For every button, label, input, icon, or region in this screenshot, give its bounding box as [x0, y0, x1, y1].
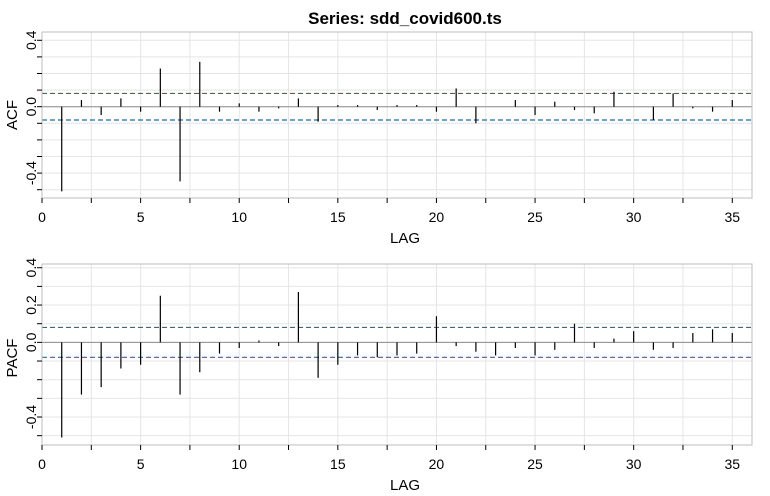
pacf-panel: 0 5 10 15 20 25 30 35 0.4 0.2 0.0 -0.4: [23, 258, 753, 472]
pacf-y-tick-label: -0.4: [23, 405, 39, 429]
acf-x-axis-label: LAG: [390, 230, 420, 247]
chart-title: Series: sdd_covid600.ts: [308, 9, 502, 28]
acf-y-tick-label: 0.4: [23, 30, 39, 50]
pacf-panel-border: [41, 263, 753, 446]
acf-x-tick-label: 15: [330, 209, 346, 225]
pacf-y-tick-label: 0.0: [23, 332, 39, 352]
pacf-x-tick-label: 25: [527, 456, 543, 472]
acf-panel-border: [41, 31, 753, 199]
pacf-y-tick-label: 0.4: [23, 258, 39, 278]
pacf-x-tick-label: 30: [626, 456, 642, 472]
acf-y-axis-label: ACF: [4, 100, 21, 130]
acf-x-tick-label: 30: [626, 209, 642, 225]
acf-y-tick-label: -0.4: [23, 161, 39, 185]
pacf-x-tick-label: 35: [724, 456, 740, 472]
acf-x-tick-label: 20: [429, 209, 445, 225]
pacf-x-tick-label: 10: [231, 456, 247, 472]
acf-x-tick-label: 35: [724, 209, 740, 225]
pacf-y-axis-label: PACF: [4, 339, 21, 378]
acf-panel: 0 5 10 15 20 25 30 35 0.4 0.0 -0.4: [23, 30, 753, 225]
acf-x-tick-label: 10: [231, 209, 247, 225]
acf-x-tick-label: 0: [38, 209, 46, 225]
pacf-y-tick-label: 0.2: [23, 295, 39, 315]
acf-x-tick-label: 25: [527, 209, 543, 225]
acf-x-tick-label: 5: [137, 209, 145, 225]
acf-y-tick-label: 0.0: [23, 97, 39, 117]
pacf-x-axis-label: LAG: [390, 477, 420, 494]
pacf-x-tick-label: 0: [38, 456, 46, 472]
pacf-x-tick-label: 20: [429, 456, 445, 472]
pacf-x-tick-label: 5: [137, 456, 145, 472]
pacf-x-tick-label: 15: [330, 456, 346, 472]
